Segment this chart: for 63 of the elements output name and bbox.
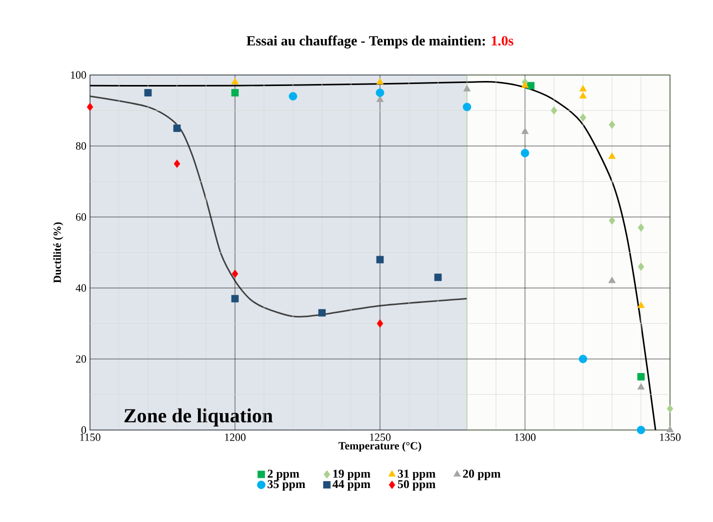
x-tick-label: 1350 [660,434,681,441]
point [666,426,674,432]
x-tick-label: 1150 [80,434,100,441]
point [608,216,616,225]
x-axis-title: Temperature (°C) [338,442,422,452]
point [638,262,644,271]
point [231,89,239,96]
point [232,270,238,278]
y-axis-title: Ductilité (%) [53,222,64,283]
point [231,294,239,302]
point [521,128,529,134]
point [86,102,94,112]
y-tick-label: 40 [76,284,86,292]
point [637,373,645,380]
x-tick-label: 1300 [515,434,536,441]
point [579,92,587,98]
point [527,82,534,90]
chart-subtitle: 1.0s [492,36,514,46]
point [608,152,616,159]
point [638,223,644,232]
y-tick-label: 80 [76,142,86,150]
x-tick-label: 1200 [225,434,246,441]
legend-label: 19 ppm [333,470,370,480]
point [376,256,384,264]
point [666,404,674,413]
legend-label: 20 ppm [463,470,501,480]
point [579,85,587,92]
chart-title: Essai au chauffage - Temps de maintien: [246,36,485,48]
line-series [89,96,468,318]
band-label: Zone de liquation [124,408,273,426]
y-tick-label: 100 [71,71,86,79]
point [463,85,471,92]
point [636,426,646,434]
legend-label: 44 ppm [332,480,370,491]
legend-label: 2 ppm [268,470,300,480]
y-tick-label: 0 [81,426,86,434]
point [520,148,530,158]
legend-label: 50 ppm [398,480,436,491]
y-tick-label: 60 [76,213,86,221]
point [376,88,384,97]
y-tick-label: 20 [76,355,86,363]
point [521,81,529,88]
point [550,106,558,115]
point [144,89,152,96]
point [462,102,472,112]
point [231,78,239,84]
point [288,92,298,100]
point [376,78,384,84]
point [376,96,384,102]
point [637,383,645,390]
point [608,276,616,284]
point [578,354,588,364]
point [580,113,586,122]
point [434,274,442,282]
x-tick-label: 1250 [370,434,391,441]
legend-label: 35 ppm [268,480,306,491]
point [637,302,645,308]
point [174,160,180,168]
point [376,319,384,328]
point [608,120,616,129]
legend-label: 31 ppm [398,470,436,480]
point [318,309,326,317]
point [173,124,181,132]
